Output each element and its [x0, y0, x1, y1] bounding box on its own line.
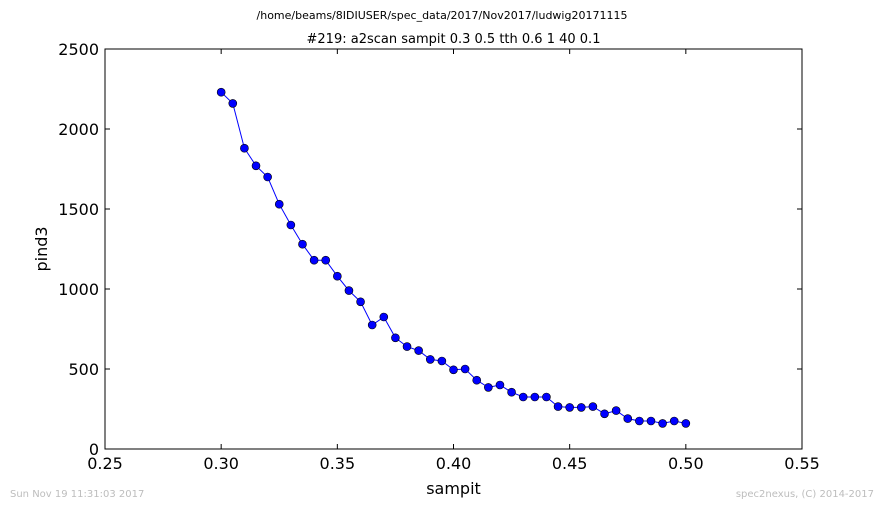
- data-point: [402, 342, 412, 351]
- data-point: [553, 402, 563, 411]
- x-tick-label: 0.40: [436, 454, 472, 473]
- data-point: [344, 286, 354, 295]
- y-tick-label: 1000: [58, 280, 99, 299]
- data-point: [309, 255, 319, 265]
- plot-area: [104, 48, 803, 450]
- data-point: [460, 364, 470, 374]
- y-tick-label: 0: [89, 440, 99, 459]
- data-point: [333, 271, 342, 281]
- file-path-title: /home/beams/8IDIUSER/spec_data/2017/Nov2…: [256, 9, 628, 22]
- data-point: [391, 333, 400, 343]
- data-point: [263, 172, 272, 182]
- data-point: [518, 392, 528, 402]
- x-axis-label: sampit: [426, 479, 481, 498]
- data-point: [658, 419, 667, 428]
- y-tick-label: 2000: [58, 120, 99, 139]
- timestamp-footer: Sun Nov 19 11:31:03 2017: [10, 489, 145, 500]
- data-point: [495, 380, 505, 390]
- data-point: [321, 255, 331, 265]
- data-point: [669, 416, 679, 426]
- data-point: [588, 402, 598, 411]
- y-tick-label: 1500: [58, 200, 99, 219]
- data-point: [565, 403, 574, 412]
- data-point: [635, 416, 644, 426]
- x-tick-label: 0.30: [203, 454, 239, 473]
- x-tick-label: 0.25: [87, 454, 123, 473]
- data-point: [367, 320, 377, 330]
- y-tick-label: 500: [68, 360, 99, 379]
- data-point: [646, 416, 656, 426]
- x-tick-label: 0.50: [668, 454, 704, 473]
- data-point: [437, 356, 447, 366]
- x-tick-label: 0.55: [784, 454, 820, 473]
- data-point: [681, 419, 691, 428]
- data-point: [530, 392, 540, 402]
- data-point: [449, 365, 458, 375]
- data-point: [356, 297, 365, 307]
- data-point: [298, 239, 307, 249]
- x-tick-label: 0.35: [320, 454, 356, 473]
- y-axis-label: pind3: [32, 226, 51, 271]
- data-point: [240, 143, 249, 153]
- data-point: [286, 220, 296, 230]
- data-point: [623, 414, 633, 423]
- data-point: [379, 312, 389, 322]
- data-point: [484, 383, 493, 392]
- credit-footer: spec2nexus, (C) 2014-2017: [735, 489, 874, 500]
- data-point: [472, 375, 482, 385]
- data-point: [425, 355, 435, 364]
- data-point: [251, 161, 261, 171]
- data-point: [576, 403, 586, 412]
- y-tick-label: 2500: [58, 40, 99, 59]
- data-point: [228, 99, 238, 108]
- data-point: [611, 406, 621, 415]
- data-point: [216, 87, 226, 97]
- data-point: [600, 409, 609, 419]
- data-point: [274, 199, 284, 209]
- data-point: [414, 346, 423, 355]
- data-point: [507, 387, 516, 397]
- x-tick-label: 0.45: [552, 454, 588, 473]
- data-point: [542, 392, 551, 402]
- chart-title: #219: a2scan sampit 0.3 0.5 tth 0.6 1 40…: [307, 32, 601, 47]
